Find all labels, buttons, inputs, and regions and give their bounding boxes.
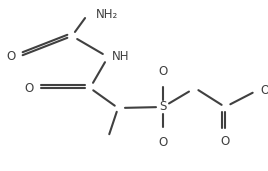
Text: O: O [25, 82, 34, 95]
Text: O: O [158, 136, 168, 149]
Text: OH: OH [260, 83, 268, 96]
Text: NH₂: NH₂ [96, 8, 118, 21]
Text: O: O [220, 135, 230, 148]
Text: O: O [158, 65, 168, 78]
Text: O: O [7, 50, 16, 63]
Text: S: S [159, 101, 167, 114]
Text: NH: NH [112, 50, 129, 63]
